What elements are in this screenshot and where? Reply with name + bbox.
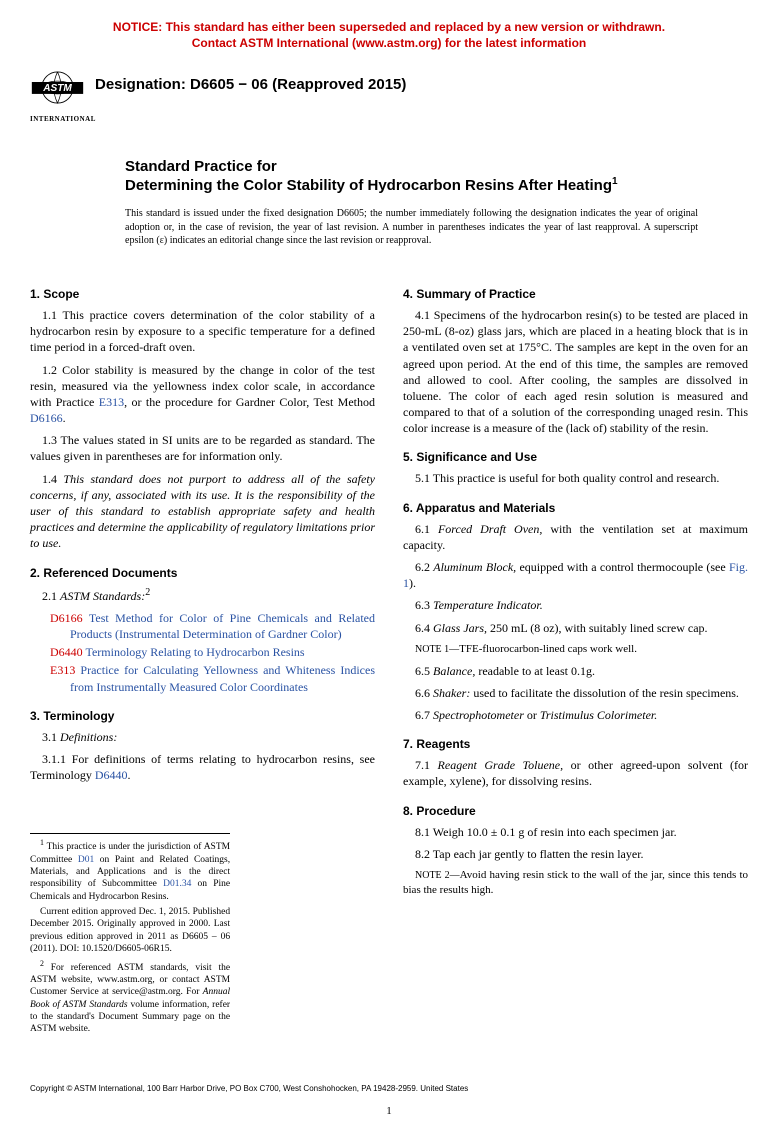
apparatus-p7: 6.7 Spectrophotometer or Tristimulus Col… [403,707,748,723]
title-main: Determining the Color Stability of Hydro… [125,176,748,196]
copyright: Copyright © ASTM International, 100 Barr… [30,1084,748,1093]
notice-line2: Contact ASTM International (www.astm.org… [192,36,586,50]
apparatus-p1: 6.1 Forced Draft Oven, with the ventilat… [403,521,748,553]
intro-paragraph: This standard is issued under the fixed … [125,207,698,248]
note-1: NOTE 1—TFE-fluorocarbon-lined caps work … [403,642,748,657]
title-main-text: Determining the Color Stability of Hydro… [125,177,612,194]
left-column: 1. Scope 1.1 This practice covers determ… [30,273,375,1039]
significance-head: 5. Significance and Use [403,450,748,464]
refdocs-p1: 2.1 ASTM Standards:2 [30,586,375,604]
apparatus-p6: 6.6 Shaker: used to facilitate the disso… [403,685,748,701]
summary-p1: 4.1 Specimens of the hydrocarbon resin(s… [403,307,748,437]
apparatus-p5: 6.5 Balance, readable to at least 0.1g. [403,663,748,679]
apparatus-p4: 6.4 Glass Jars, 250 mL (8 oz), with suit… [403,620,748,636]
page-number: 1 [30,1105,748,1117]
procedure-head: 8. Procedure [403,804,748,818]
header-row: ASTM INTERNATIONAL Designation: D6605 − … [30,71,748,123]
reagents-p1: 7.1 Reagent Grade Toluene, or other agre… [403,757,748,789]
notice-banner: NOTICE: This standard has either been su… [30,20,748,51]
apparatus-p2: 6.2 Aluminum Block, equipped with a cont… [403,559,748,591]
ref-d6166: D6166 Test Method for Color of Pine Chem… [50,610,375,642]
reagents-head: 7. Reagents [403,737,748,751]
procedure-p1: 8.1 Weigh 10.0 ± 0.1 g of resin into eac… [403,824,748,840]
logo-label: INTERNATIONAL [30,115,85,123]
body-columns: 1. Scope 1.1 This practice covers determ… [30,273,748,1039]
significance-p1: 5.1 This practice is useful for both qua… [403,470,748,486]
ref-list: D6166 Test Method for Color of Pine Chem… [50,610,375,695]
note-2: NOTE 2—Avoid having resin stick to the w… [403,868,748,898]
refdocs-head: 2. Referenced Documents [30,566,375,580]
terminology-head: 3. Terminology [30,709,375,723]
title-lead: Standard Practice for [125,158,748,175]
ref-e313: E313 Practice for Calculating Yellowness… [50,662,375,694]
astm-logo: ASTM INTERNATIONAL [30,71,85,123]
ref-d6440: D6440 Terminology Relating to Hydrocarbo… [50,644,375,660]
apparatus-p3: 6.3 Temperature Indicator. [403,597,748,613]
title-footnote-sup: 1 [612,176,618,187]
footnote-1b: Current edition approved Dec. 1, 2015. P… [30,906,230,955]
title-block: Standard Practice for Determining the Co… [125,158,748,196]
scope-p2: 1.2 Color stability is measured by the c… [30,362,375,427]
link-d6440[interactable]: D6440 [95,768,128,782]
scope-p1: 1.1 This practice covers determination o… [30,307,375,356]
notice-line1: NOTICE: This standard has either been su… [113,20,665,34]
terminology-p1: 3.1 Definitions: [30,729,375,745]
link-e313[interactable]: E313 [99,395,124,409]
terminology-p2: 3.1.1 For definitions of terms relating … [30,751,375,783]
right-column: 4. Summary of Practice 4.1 Specimens of … [403,273,748,1039]
apparatus-head: 6. Apparatus and Materials [403,501,748,515]
scope-head: 1. Scope [30,287,375,301]
scope-p4: 1.4 This standard does not purport to ad… [30,471,375,552]
link-d6166[interactable]: D6166 [30,411,63,425]
footnotes: 1 This practice is under the jurisdictio… [30,833,230,1035]
designation: Designation: D6605 − 06 (Reapproved 2015… [95,71,406,93]
svg-text:ASTM: ASTM [42,83,72,94]
footnote-1: 1 This practice is under the jurisdictio… [30,838,230,903]
scope-p3: 1.3 The values stated in SI units are to… [30,432,375,464]
summary-head: 4. Summary of Practice [403,287,748,301]
procedure-p2: 8.2 Tap each jar gently to flatten the r… [403,846,748,862]
footnote-2: 2 For referenced ASTM standards, visit t… [30,959,230,1036]
